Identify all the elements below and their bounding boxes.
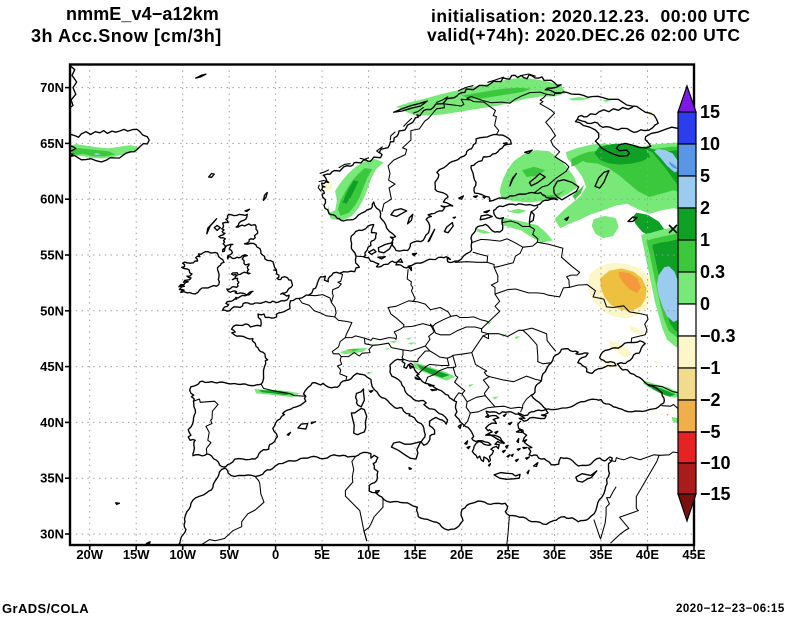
svg-text:40E: 40E bbox=[636, 547, 659, 562]
svg-text:5W: 5W bbox=[219, 547, 239, 562]
svg-text:55N: 55N bbox=[40, 248, 64, 263]
svg-text:30E: 30E bbox=[543, 547, 566, 562]
svg-text:25E: 25E bbox=[497, 547, 520, 562]
svg-text:−1: −1 bbox=[700, 358, 721, 378]
svg-text:5: 5 bbox=[700, 166, 710, 186]
svg-text:65N: 65N bbox=[40, 136, 64, 151]
svg-text:20E: 20E bbox=[450, 547, 473, 562]
svg-text:45E: 45E bbox=[682, 547, 705, 562]
svg-text:1: 1 bbox=[700, 230, 710, 250]
svg-text:10E: 10E bbox=[357, 547, 380, 562]
svg-text:10: 10 bbox=[700, 134, 720, 154]
svg-text:−15: −15 bbox=[700, 484, 731, 504]
svg-text:70N: 70N bbox=[40, 80, 64, 95]
svg-text:15E: 15E bbox=[404, 547, 427, 562]
svg-text:15: 15 bbox=[700, 102, 720, 122]
svg-text:0: 0 bbox=[272, 547, 279, 562]
svg-text:2: 2 bbox=[700, 198, 710, 218]
svg-text:−5: −5 bbox=[700, 422, 721, 442]
svg-text:45N: 45N bbox=[40, 359, 64, 374]
svg-text:0.3: 0.3 bbox=[700, 262, 725, 282]
svg-text:0: 0 bbox=[700, 294, 710, 314]
svg-text:−2: −2 bbox=[700, 390, 721, 410]
svg-text:35N: 35N bbox=[40, 471, 64, 486]
svg-text:20W: 20W bbox=[76, 547, 103, 562]
svg-text:50N: 50N bbox=[40, 303, 64, 318]
svg-text:35E: 35E bbox=[589, 547, 612, 562]
svg-text:5E: 5E bbox=[314, 547, 330, 562]
svg-text:10W: 10W bbox=[169, 547, 196, 562]
svg-text:60N: 60N bbox=[40, 192, 64, 207]
svg-text:30N: 30N bbox=[40, 527, 64, 542]
svg-text:−0.3: −0.3 bbox=[700, 326, 736, 346]
svg-text:15W: 15W bbox=[123, 547, 150, 562]
svg-text:−10: −10 bbox=[700, 453, 731, 473]
svg-text:40N: 40N bbox=[40, 415, 64, 430]
